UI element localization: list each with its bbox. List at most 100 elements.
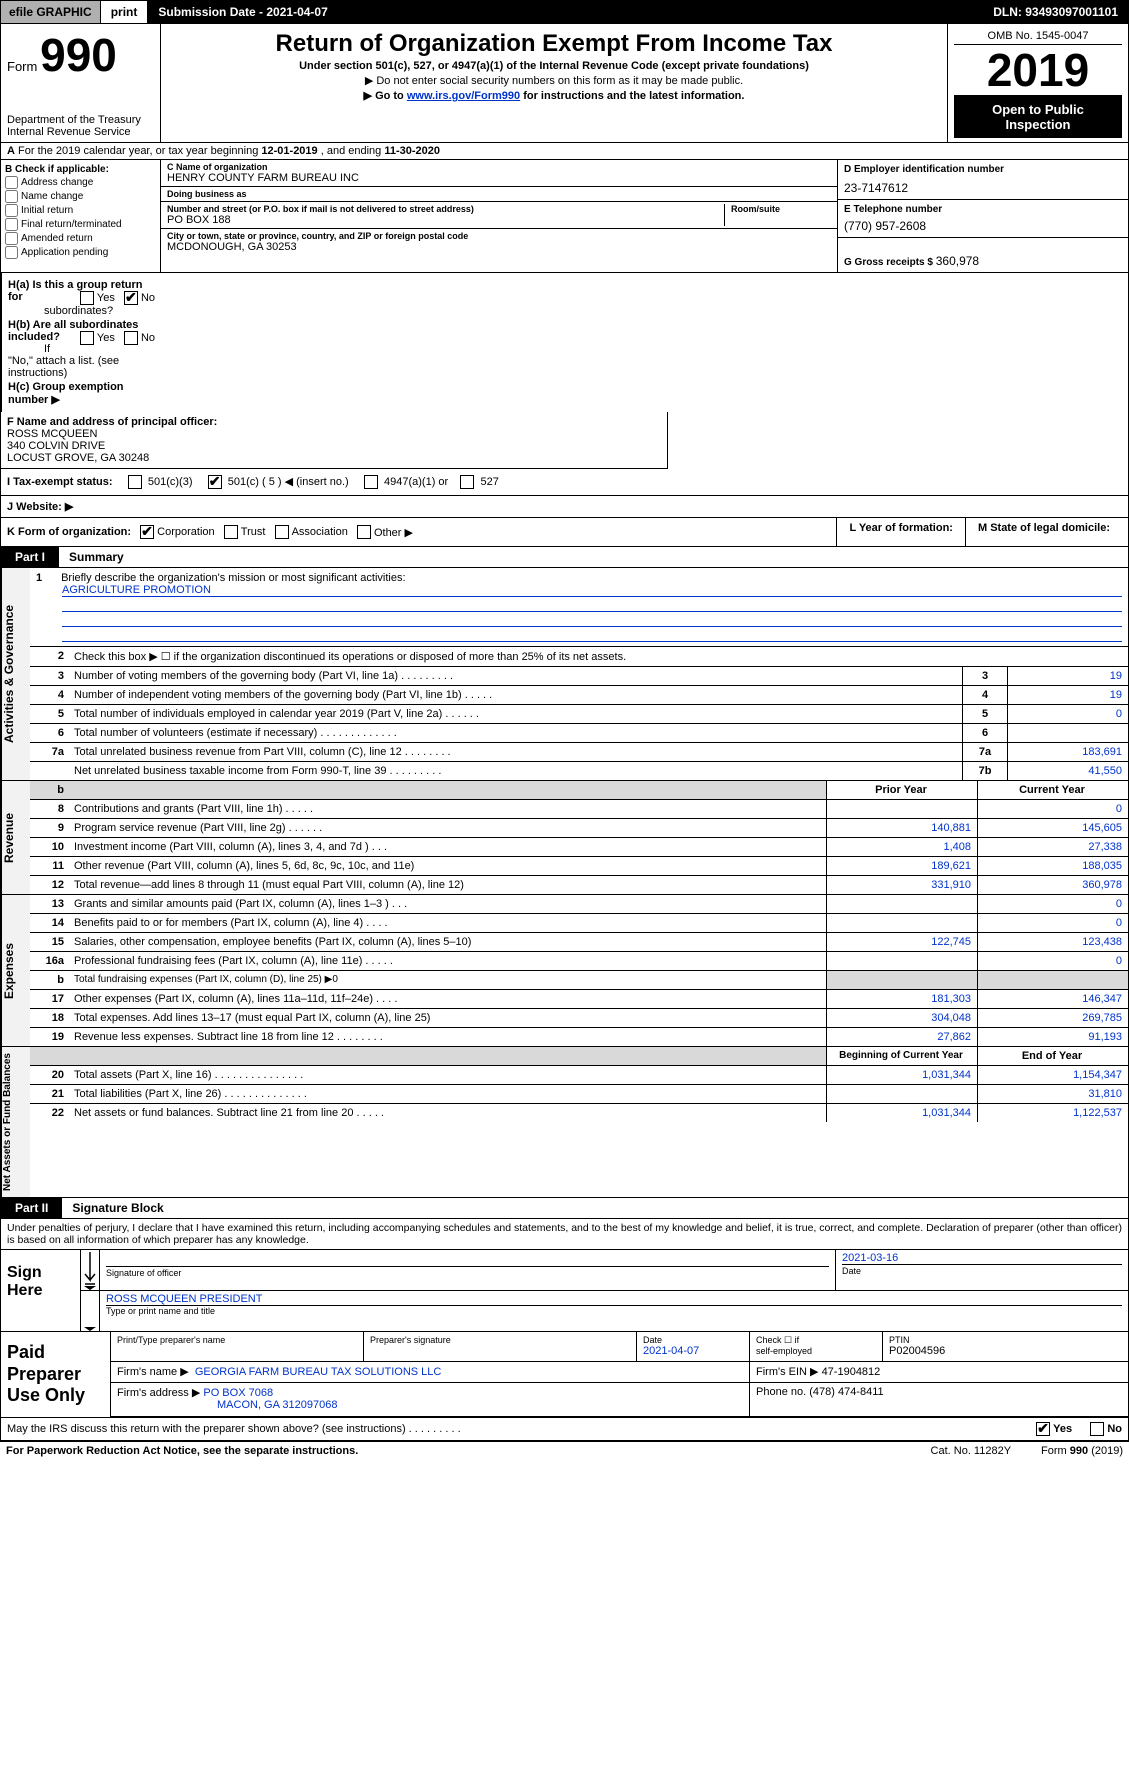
firm-name-cell: Firm's name ▶ GEORGIA FARM BUREAU TAX SO… <box>111 1362 750 1383</box>
header-right: OMB No. 1545-0047 2019 Open to Public In… <box>948 24 1128 142</box>
col-b-checkboxes: B Check if applicable: Address change Na… <box>1 160 161 272</box>
name-title-label: Type or print name and title <box>106 1306 1122 1316</box>
cb-name-change-box[interactable] <box>5 190 18 203</box>
arrow-icon <box>81 1250 100 1290</box>
revenue-body: b Prior Year Current Year 8Contributions… <box>30 781 1128 894</box>
preparer-date-cell: Date2021-04-07 <box>637 1332 750 1362</box>
cb-association[interactable] <box>275 525 289 539</box>
table-row-16b: bTotal fundraising expenses (Part IX, co… <box>30 971 1128 990</box>
table-row: 15Salaries, other compensation, employee… <box>30 933 1128 952</box>
ein-label: D Employer identification number <box>844 164 1122 175</box>
mission-blank-3 <box>62 627 1122 642</box>
row-j-website: J Website: ▶ <box>0 496 1129 518</box>
h-questions: H(a) Is this a group return for Yes No s… <box>1 273 161 412</box>
cb-corporation[interactable] <box>140 525 154 539</box>
cb-amended-return-box[interactable] <box>5 232 18 245</box>
preparer-name-cell: Print/Type preparer's name <box>111 1332 364 1362</box>
org-name-value: HENRY COUNTY FARM BUREAU INC <box>167 172 831 184</box>
cb-name-change[interactable]: Name change <box>5 190 156 203</box>
bcy-hdr: Beginning of Current Year <box>827 1047 978 1066</box>
subtitle-1: Under section 501(c), 527, or 4947(a)(1)… <box>167 60 941 72</box>
paid-preparer-block: Paid Preparer Use Only Print/Type prepar… <box>0 1332 1129 1418</box>
phone-value: (770) 957-2608 <box>844 215 1122 233</box>
mission-blank-1 <box>62 597 1122 612</box>
header-title-block: Return of Organization Exempt From Incom… <box>161 24 948 142</box>
paid-row-3: Firm's address ▶ PO BOX 7068 MACON, GA 3… <box>111 1383 1128 1417</box>
header: Form 990 Department of the Treasury Inte… <box>0 24 1129 143</box>
hb-no-checkbox[interactable] <box>124 331 138 345</box>
cb-501c[interactable] <box>208 475 222 489</box>
phone-label: E Telephone number <box>844 204 1122 215</box>
signature-date-label: Date <box>842 1264 1122 1276</box>
subtitle-2: Do not enter social security numbers on … <box>167 74 941 87</box>
q2-text: Check this box ▶ ☐ if the organization d… <box>70 647 1128 667</box>
signature-label: Signature of officer <box>106 1266 829 1278</box>
letter-a: A <box>7 145 15 157</box>
block-b-to-h: B Check if applicable: Address change Na… <box>0 160 1129 273</box>
part-ii-header: Part II Signature Block <box>0 1198 1129 1219</box>
table-row: 21Total liabilities (Part X, line 26) . … <box>30 1085 1128 1104</box>
tax-year-end: 11-30-2020 <box>384 145 440 157</box>
discuss-no-checkbox[interactable] <box>1090 1422 1104 1436</box>
topbar: efile GRAPHIC print Submission Date - 20… <box>0 0 1129 24</box>
governance-vtab: Activities & Governance <box>1 568 30 780</box>
cb-527[interactable] <box>460 475 474 489</box>
part-i-title: Summary <box>59 547 134 567</box>
cb-other[interactable] <box>357 525 371 539</box>
cb-application-pending-box[interactable] <box>5 246 18 259</box>
cb-final-return-box[interactable] <box>5 218 18 231</box>
street-value: PO BOX 188 <box>167 214 718 226</box>
sign-here-label: Sign Here <box>1 1250 81 1331</box>
table-row: Net unrelated business taxable income fr… <box>30 762 1128 781</box>
cb-trust[interactable] <box>224 525 238 539</box>
cb-address-change[interactable]: Address change <box>5 176 156 189</box>
paid-row-2: Firm's name ▶ GEORGIA FARM BUREAU TAX SO… <box>111 1362 1128 1383</box>
ptin-cell: PTINP02004596 <box>883 1332 1129 1362</box>
gross-receipts-value: 360,978 <box>936 254 979 268</box>
q1-mission: 1 Briefly describe the organization's mi… <box>30 568 1128 646</box>
m-state-domicile: M State of legal domicile: <box>965 518 1122 546</box>
table-row: 5Total number of individuals employed in… <box>30 705 1128 724</box>
cell-gross-receipts: G Gross receipts $ 360,978 <box>838 238 1128 272</box>
department: Department of the Treasury Internal Reve… <box>7 114 154 138</box>
ha-no-checkbox[interactable] <box>124 291 138 305</box>
ha-yes-checkbox[interactable] <box>80 291 94 305</box>
form-year-footer: Form 990 (2019) <box>1041 1445 1123 1457</box>
cb-final-return[interactable]: Final return/terminated <box>5 218 156 231</box>
officer-addr1: 340 COLVIN DRIVE <box>7 440 105 452</box>
officer-addr2: LOCUST GROVE, GA 30248 <box>7 452 149 464</box>
netassets-vtab: Net Assets or Fund Balances <box>1 1047 30 1197</box>
open-to-public: Open to Public Inspection <box>954 96 1122 138</box>
expenses-table: 13Grants and similar amounts paid (Part … <box>30 895 1128 1046</box>
paid-row-1: Print/Type preparer's name Preparer's si… <box>111 1332 1128 1362</box>
table-row: 22Net assets or fund balances. Subtract … <box>30 1104 1128 1123</box>
cb-amended-return[interactable]: Amended return <box>5 232 156 245</box>
preparer-sig-cell: Preparer's signature <box>364 1332 637 1362</box>
inspect-2: Inspection <box>954 117 1122 132</box>
cell-ein: D Employer identification number 23-7147… <box>838 160 1128 200</box>
officer-printed-name: ROSS MCQUEEN PRESIDENT <box>106 1293 1122 1306</box>
cb-501c3[interactable] <box>128 475 142 489</box>
cb-initial-return-box[interactable] <box>5 204 18 217</box>
name-row: ROSS MCQUEEN PRESIDENT Type or print nam… <box>81 1291 1128 1331</box>
tax-exempt-label: I Tax-exempt status: <box>7 476 113 488</box>
revenue-section: Revenue b Prior Year Current Year 8Contr… <box>0 781 1129 895</box>
officer-label: F Name and address of principal officer: <box>7 416 217 428</box>
cb-address-change-box[interactable] <box>5 176 18 189</box>
cell-org-name: C Name of organization HENRY COUNTY FARM… <box>161 160 837 187</box>
netassets-table: Beginning of Current Year End of Year 20… <box>30 1047 1128 1122</box>
instructions-link[interactable]: www.irs.gov/Form990 <box>407 90 520 102</box>
table-row: 3Number of voting members of the governi… <box>30 667 1128 686</box>
room-label: Room/suite <box>731 204 831 214</box>
omb-number: OMB No. 1545-0047 <box>954 28 1122 45</box>
submission-date: Submission Date - 2021-04-07 <box>148 1 337 23</box>
col-b-header: B Check if applicable: <box>5 164 156 175</box>
hb-yes-checkbox[interactable] <box>80 331 94 345</box>
print-button[interactable]: print <box>101 1 149 23</box>
name-field: ROSS MCQUEEN PRESIDENT Type or print nam… <box>100 1291 1128 1331</box>
cb-application-pending[interactable]: Application pending <box>5 246 156 259</box>
cb-4947[interactable] <box>364 475 378 489</box>
cb-initial-return[interactable]: Initial return <box>5 204 156 217</box>
discuss-yes-checkbox[interactable] <box>1036 1422 1050 1436</box>
governance-body: 1 Briefly describe the organization's mi… <box>30 568 1128 780</box>
